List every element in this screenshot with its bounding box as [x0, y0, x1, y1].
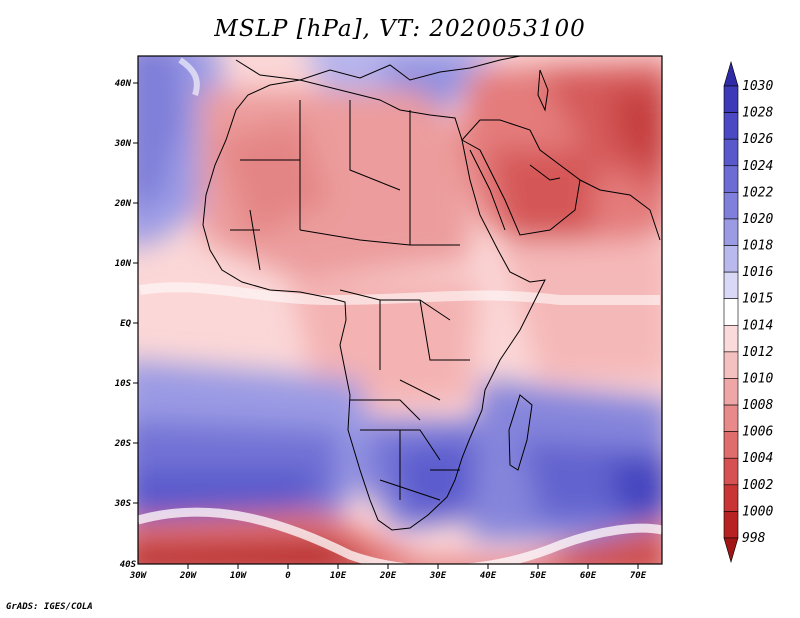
lon-tick-label: 10E [330, 571, 347, 581]
borders-central [339, 289, 470, 421]
colorbar-segment [723, 431, 739, 459]
africa-coastline [202, 79, 546, 531]
credit-label: GrADS: IGES/COLA [6, 602, 93, 612]
europe-coast [235, 56, 521, 81]
lon-tick-label: 0 [285, 571, 291, 581]
colorbar-segment [723, 457, 739, 486]
colorbar-label: 1010 [742, 371, 773, 386]
colorbar: 1030 1028 1026 1024 1022 1020 1018 1016 1015 1014… [723, 60, 773, 564]
colorbar-segment [723, 404, 739, 432]
colorbar-label: 1006 [742, 425, 773, 440]
colorbar-bottom-arrow [723, 537, 739, 564]
colorbar-label: 1026 [742, 132, 773, 147]
lat-tick-label: 10N [115, 259, 132, 269]
lon-tick-label: 40E [480, 571, 497, 581]
colorbar-segment [723, 85, 739, 113]
colorbar-segment [723, 192, 739, 220]
colorbar-label: 1015 [742, 292, 773, 307]
red-sea [469, 149, 506, 231]
madagascar [508, 394, 533, 471]
colorbar-top-arrow [723, 60, 739, 87]
lat-tick-label: EQ [120, 319, 131, 329]
colorbar-label: 1024 [742, 159, 773, 174]
colorbar-label: 1000 [742, 504, 773, 519]
colorbar-label: 1016 [742, 265, 773, 280]
colorbar-segment [723, 484, 739, 512]
colorbar-label: 1012 [742, 345, 773, 360]
colorbar-label: 1004 [742, 451, 773, 466]
lat-tick-label: 30S [114, 499, 132, 509]
lat-tick-label: 10S [115, 379, 132, 389]
lat-tick-label: 20N [114, 199, 132, 209]
pressure-field [138, 56, 662, 564]
colorbar-label: 1018 [742, 239, 773, 254]
colorbar-segment [723, 378, 739, 406]
colorbar-label: 998 [742, 531, 766, 546]
lon-tick-label: 20W [179, 571, 198, 581]
colorbar-label: 1014 [742, 318, 773, 333]
colorbar-label: 1022 [742, 185, 773, 200]
coastline-overlay [202, 56, 661, 531]
lon-tick-label: 70E [630, 571, 647, 581]
asia-coast [579, 179, 661, 241]
colorbar-segment [723, 271, 739, 300]
colorbar-segment [723, 165, 739, 193]
colorbar-segment [723, 298, 739, 326]
lat-tick-label: 20S [114, 439, 132, 449]
caspian-sea [537, 69, 549, 112]
borders-north [230, 100, 460, 271]
colorbar-segment [723, 138, 739, 167]
colorbar-segment [723, 245, 739, 273]
colorbar-segment [723, 112, 739, 140]
persian-gulf [529, 164, 561, 181]
lat-tick-label: 30N [114, 139, 132, 149]
borders-south [360, 429, 460, 501]
lat-axis: 40N 30N 20N 10N EQ 10S 20S 30S 40S [114, 79, 138, 570]
colorbar-segment [723, 511, 739, 539]
colorbar-segment [723, 324, 739, 353]
colorbar-segment [723, 218, 739, 246]
colorbar-label: 1028 [742, 106, 773, 121]
colorbar-segment [723, 351, 739, 379]
lon-tick-label: 60E [580, 571, 597, 581]
lon-tick-label: 20E [379, 571, 397, 581]
colorbar-label: 1030 [742, 79, 773, 94]
colorbar-label: 1002 [742, 478, 773, 493]
plot-frame [137, 55, 663, 565]
lon-tick-label: 10W [230, 571, 248, 581]
lon-tick-label: 30W [129, 571, 148, 581]
lon-axis: 30W 20W 10W 0 10E 20E 30E 40E 50E 60E 70… [129, 564, 647, 581]
lon-tick-label: 30E [429, 571, 447, 581]
colorbar-label: 1020 [742, 212, 773, 227]
map-title: MSLP [hPa], VT: 2020053100 [214, 16, 586, 42]
lat-tick-label: 40N [115, 79, 132, 89]
lat-tick-label: 40S [120, 560, 137, 570]
colorbar-label: 1008 [742, 398, 773, 413]
lon-tick-label: 50E [530, 571, 547, 581]
